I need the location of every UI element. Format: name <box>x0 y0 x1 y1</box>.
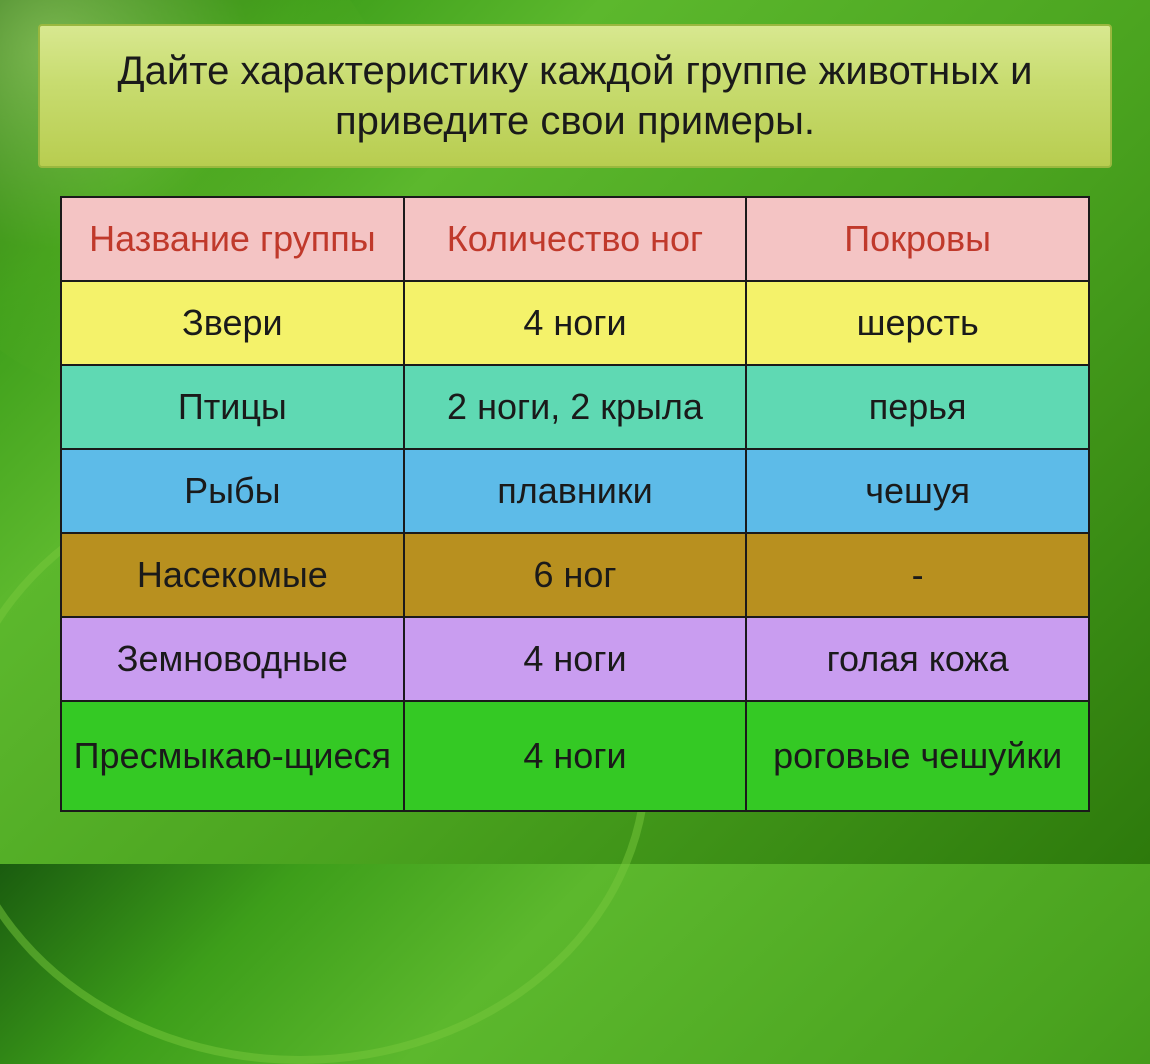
title-box: Дайте характеристику каждой группе живот… <box>38 24 1112 168</box>
table-cell: Рыбы <box>61 449 404 533</box>
table-cell: Земноводные <box>61 617 404 701</box>
page-title: Дайте характеристику каждой группе живот… <box>70 46 1080 146</box>
table-header-cell: Покровы <box>746 197 1089 281</box>
table-row: Земноводные4 ногиголая кожа <box>61 617 1089 701</box>
table-row: Насекомые6 ног- <box>61 533 1089 617</box>
table-cell: голая кожа <box>746 617 1089 701</box>
table-cell: плавники <box>404 449 747 533</box>
table-cell: перья <box>746 365 1089 449</box>
table-cell: 4 ноги <box>404 701 747 811</box>
table-cell: 4 ноги <box>404 281 747 365</box>
table-cell: 6 ног <box>404 533 747 617</box>
animal-groups-table: Название группыКоличество ногПокровыЗвер… <box>60 196 1090 812</box>
table-cell: Звери <box>61 281 404 365</box>
table-cell: - <box>746 533 1089 617</box>
table-row: Звери4 ногишерсть <box>61 281 1089 365</box>
table-cell: чешуя <box>746 449 1089 533</box>
table-row: Пресмыкаю-щиеся4 ногироговые чешуйки <box>61 701 1089 811</box>
animal-groups-table-wrap: Название группыКоличество ногПокровыЗвер… <box>60 196 1090 812</box>
table-cell: роговые чешуйки <box>746 701 1089 811</box>
table-header-cell: Количество ног <box>404 197 747 281</box>
table-cell: 2 ноги, 2 крыла <box>404 365 747 449</box>
table-cell: Насекомые <box>61 533 404 617</box>
table-header-cell: Название группы <box>61 197 404 281</box>
table-cell: Пресмыкаю-щиеся <box>61 701 404 811</box>
table-cell: 4 ноги <box>404 617 747 701</box>
table-row: Птицы2 ноги, 2 крылаперья <box>61 365 1089 449</box>
table-header-row: Название группыКоличество ногПокровы <box>61 197 1089 281</box>
table-cell: шерсть <box>746 281 1089 365</box>
table-row: Рыбыплавникичешуя <box>61 449 1089 533</box>
table-cell: Птицы <box>61 365 404 449</box>
